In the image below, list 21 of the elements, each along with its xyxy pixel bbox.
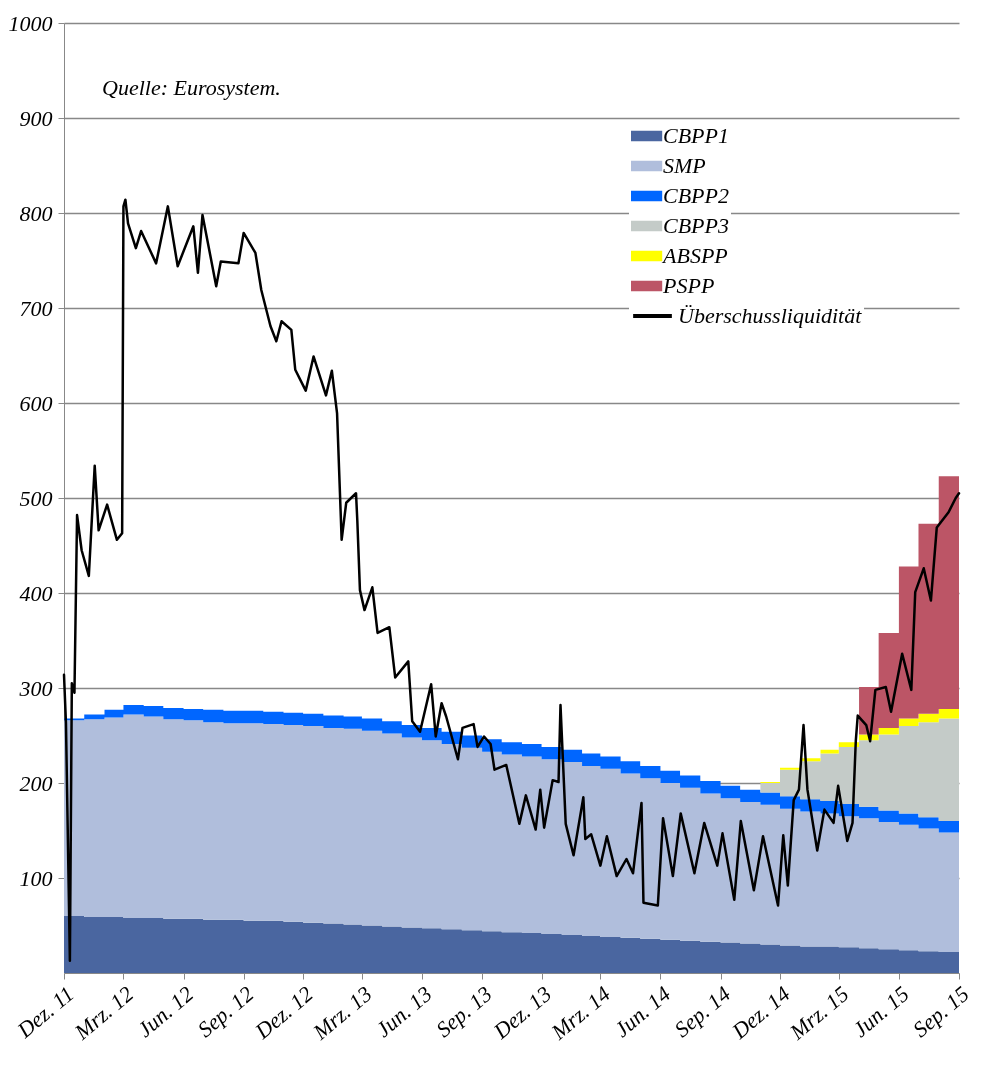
y-tick-label: 500 [19,485,53,511]
annotation: Quelle: Eurosystem. [102,75,281,100]
legend-label: CBPP2 [663,183,729,208]
legend-label: CBPP1 [663,123,729,148]
y-tick-label: 200 [19,770,53,796]
y-tick-label: 600 [19,390,53,416]
y-tick-label: 100 [19,865,53,891]
x-tick-label: Jun. 13 [370,981,437,1042]
y-tick-label: 900 [19,105,53,131]
legend-label: PSPP [662,273,715,298]
legend-label: CBPP3 [663,213,729,238]
y-tick-label: 300 [18,675,53,701]
y-tick-label: 1000 [8,10,53,36]
legend-label: Überschussliquidität [678,303,863,328]
y-tick-label: 700 [19,295,53,321]
x-tick-label: Jun. 14 [609,981,676,1042]
y-tick-label: 800 [19,200,53,226]
x-tick-label: Jun. 12 [132,981,199,1042]
legend-label: ABSPP [661,243,728,268]
y-tick-label: 400 [19,580,53,606]
legend-label: SMP [663,153,706,178]
